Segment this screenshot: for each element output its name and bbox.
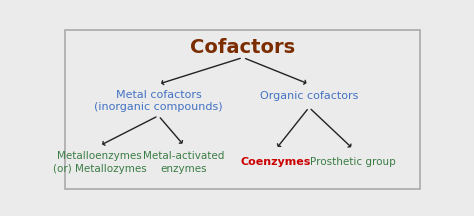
- Text: Prosthetic group: Prosthetic group: [310, 157, 396, 167]
- Text: Cofactors: Cofactors: [191, 38, 295, 57]
- Text: Organic cofactors: Organic cofactors: [260, 91, 358, 101]
- Text: Metal cofactors
(inorganic compounds): Metal cofactors (inorganic compounds): [94, 90, 223, 112]
- Text: Metal-activated
enzymes: Metal-activated enzymes: [144, 151, 225, 173]
- Text: Metalloenzymes
(or) Metallozymes: Metalloenzymes (or) Metallozymes: [53, 151, 146, 173]
- Text: Coenzymes: Coenzymes: [241, 157, 311, 167]
